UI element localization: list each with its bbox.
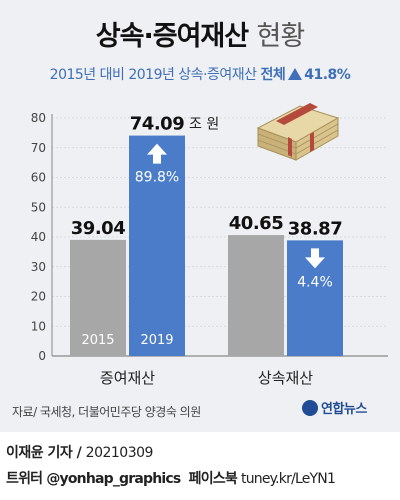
change-label: 89.8% [135,170,179,186]
y-tick-label: 20 [31,290,46,304]
series-label-2015: 2015 [81,333,114,348]
y-tick-label: 0 [38,349,46,363]
money-stack-icon [256,103,340,161]
subtitle-total-change: 41.8% [304,67,351,83]
page-title: 상속·증여재산 현황 [0,14,400,53]
down-arrow-icon [305,248,325,269]
unit-label: 조 원 [189,117,219,133]
y-tick-label: 80 [31,111,46,125]
twitter-handle: 트위터 @yonhap_graphics [6,471,181,487]
change-label: 4.4% [297,274,333,290]
value-label: 38.87 [288,218,342,239]
reporter: 이재윤 기자 [6,445,73,461]
value-label: 40.65 [229,213,283,234]
subtitle: 2015년 대비 2019년 상속·증여재산 전체 41.8% [0,64,400,84]
value-label: 39.04 [71,218,125,239]
credit-date: 20210309 [85,445,154,461]
logo-text: 연합뉴스 [321,402,367,417]
category-label: 상속재산 [258,369,313,387]
bar-2015-1 [228,235,284,356]
title-main: 상속·증여재산 [95,21,249,52]
title-light: 현황 [256,21,306,52]
chart-panel [0,0,400,432]
y-tick-label: 70 [31,141,46,155]
source-note: 자료/ 국세청, 더불어민주당 양경숙 의원 [12,405,201,419]
subtitle-prefix: 2015년 대비 2019년 상속·증여재산 [49,67,257,83]
y-tick-label: 60 [31,171,46,185]
y-tick-label: 40 [31,230,46,244]
y-tick-label: 50 [31,200,46,214]
category-label: 증여재산 [100,369,155,387]
credit-line-1: 이재윤 기자 / 20210309 [6,445,154,461]
bar-2015-0 [70,239,126,356]
credit-line-2: 트위터 @yonhap_graphics 페이스북 tuney.kr/LeYN1 [6,468,336,488]
yonhap-logo: 연합뉴스 [302,398,367,417]
bar-2019-0 [129,135,185,356]
up-arrow-icon [288,68,303,80]
labels-group: 39.04 2015 74.09 2019 증여재산 40.65 38.87 상속재산 조 원 8… [71,114,343,387]
bars-group [70,135,343,356]
y-tick-label: 10 [31,319,46,333]
value-label: 74.09 [130,114,184,135]
y-axis: 0 10 20 30 40 50 60 70 80 [31,111,53,363]
logo-mark-icon [302,400,318,416]
subtitle-total-label: 전체 [260,67,286,83]
bar-chart: 0 10 20 30 40 50 60 70 80 39.04 2015 74.09 2019 증여재산… [31,103,388,387]
y-tick-label: 30 [31,260,46,274]
series-label-2019: 2019 [140,333,173,348]
up-arrow-icon [147,143,167,164]
facebook-url: tuney.kr/LeYN1 [241,471,336,487]
facebook-label: 페이스북 [188,471,238,487]
